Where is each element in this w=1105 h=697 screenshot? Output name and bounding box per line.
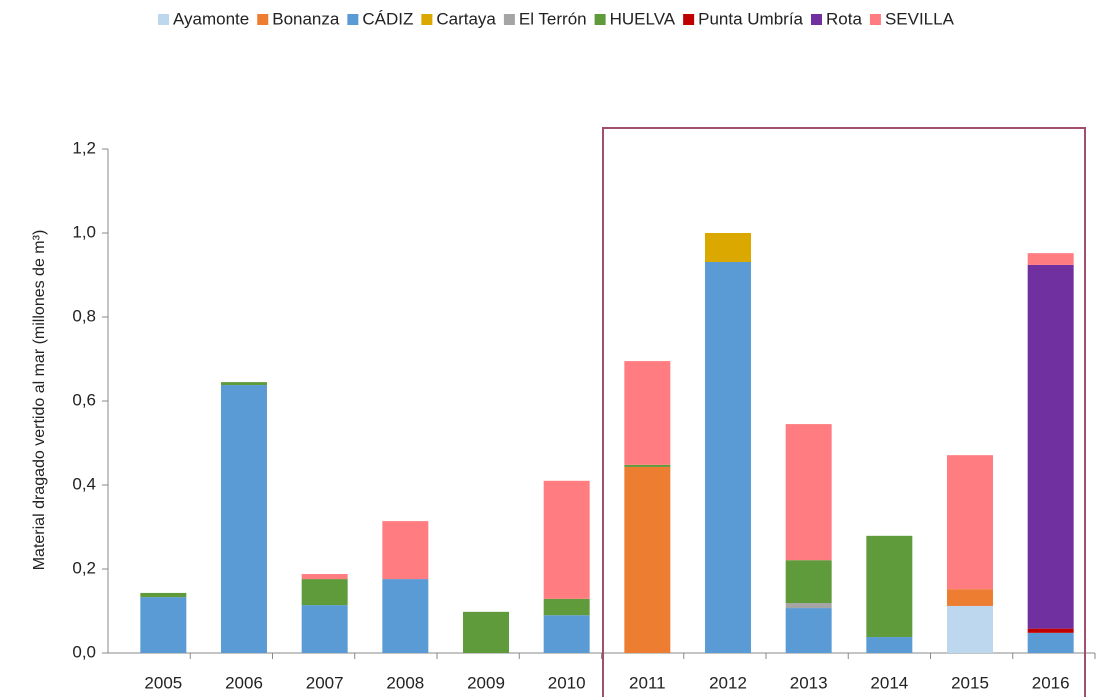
highlight-frame [602,127,1086,697]
bar-segment [785,560,832,604]
bar-segment [866,535,913,638]
legend-swatch [158,14,169,25]
x-tick-label: 2010 [548,673,586,692]
bar-segment [543,615,590,653]
x-tick-label: 2006 [225,673,263,692]
legend-swatch [811,14,823,25]
bar-segment [785,603,832,609]
bar-segment [1027,253,1074,265]
x-tick-label: 2016 [1032,673,1070,692]
bar-segment [463,611,509,653]
x-tick-label: 2007 [306,673,344,692]
bar-segment [947,605,993,653]
x-tick-label: 2008 [386,673,424,692]
bar-segment [947,589,993,606]
bar-segment [543,480,590,599]
bar-segment [624,466,671,653]
y-tick-label: 0,2 [72,558,96,577]
bar-segment [140,592,187,598]
bar-segment [140,597,187,653]
bar-segment [705,261,751,653]
y-tick-label: 0,4 [72,474,96,493]
legend-label: Punta Umbría [698,9,803,28]
bar-segment [382,579,429,653]
bar-segment [301,574,348,580]
x-tick-label: 2005 [144,673,182,692]
y-tick-label: 1,2 [72,138,96,157]
x-tick-label: 2009 [467,673,505,692]
bar-segment [382,521,429,580]
y-axis-label: Material dragado vertido al mar (millone… [31,230,48,571]
x-tick-label: 2014 [870,673,908,692]
bar-segment [705,233,751,262]
y-tick-label: 0,6 [72,390,96,409]
bar-segment [947,455,993,590]
bar-segment [543,598,590,616]
bar-segment [866,637,913,653]
bar-segment [221,382,267,386]
legend-label: SEVILLA [885,9,955,28]
legend-swatch [257,14,269,25]
y-tick-label: 0,0 [72,642,96,661]
legend-swatch [683,14,695,25]
bar-segment [785,608,832,653]
bar-segment [1027,264,1074,629]
legend-label: CÁDIZ [362,9,413,28]
legend-label: Rota [826,9,862,28]
legend-label: Ayamonte [173,9,249,28]
x-tick-label: 2012 [709,673,747,692]
y-tick-label: 1,0 [72,222,96,241]
bar-segment [624,361,671,465]
legend-swatch [869,14,881,25]
bar-segment [785,424,832,561]
x-tick-label: 2015 [951,673,989,692]
legend-swatch [594,14,606,25]
bar-segment [1027,632,1074,653]
legend-swatch [347,14,359,25]
legend-label: El Terrón [519,9,587,28]
legend-swatch [503,14,515,25]
bar-segment [1027,628,1074,633]
x-tick-label: 2013 [790,673,828,692]
x-tick-label: 2011 [629,673,666,692]
y-tick-label: 0,8 [72,306,96,325]
bar-segment [301,605,348,653]
bar-segment [221,385,267,653]
bar-segment [624,464,671,467]
legend-label: Bonanza [272,9,340,28]
legend-label: Cartaya [436,9,496,28]
legend-swatch [421,14,433,25]
bar-segment [301,579,348,606]
legend-label: HUELVA [610,9,676,28]
